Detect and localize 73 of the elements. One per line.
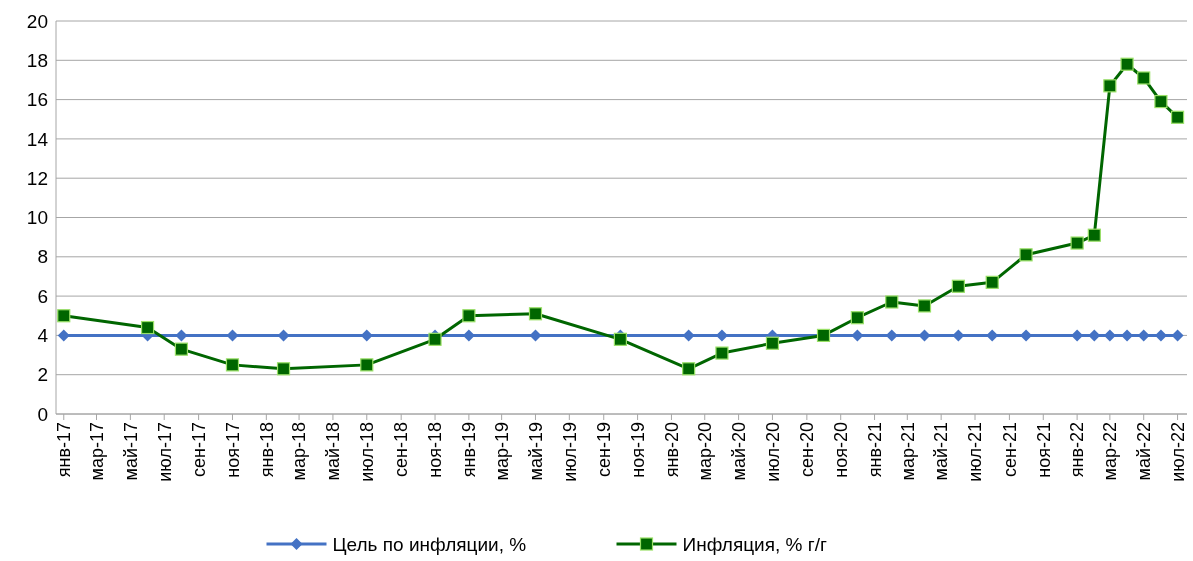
x-tick-label: июл-17 — [154, 422, 175, 482]
point — [613, 332, 627, 346]
y-tick-label: 0 — [37, 403, 48, 425]
point — [1087, 228, 1101, 242]
x-tick-label: ноя-19 — [627, 422, 648, 478]
y-tick-label: 6 — [37, 285, 48, 307]
x-tick-label: мар-20 — [695, 422, 716, 481]
x-tick-label: май-20 — [728, 422, 749, 481]
y-tick-label: 14 — [26, 128, 49, 150]
y-tick-label: 18 — [26, 49, 48, 71]
point — [225, 358, 240, 372]
x-tick-label: мар-17 — [86, 422, 107, 481]
point — [1019, 248, 1033, 262]
x-tick-label: ноя-17 — [222, 422, 243, 478]
point — [462, 309, 476, 323]
point — [765, 336, 780, 350]
x-tick-label: сен-18 — [391, 422, 412, 477]
point — [1154, 94, 1168, 109]
point — [1103, 79, 1117, 93]
point — [1070, 236, 1084, 250]
point — [715, 346, 729, 360]
point — [885, 295, 899, 309]
x-tick-label: янв-18 — [256, 422, 277, 478]
x-tick-label: сен-19 — [594, 422, 615, 477]
x-tick-label: мар-18 — [289, 422, 310, 481]
x-tick-label: мар-22 — [1100, 422, 1121, 481]
y-tick-label: 8 — [37, 246, 48, 268]
legend-label: Цель по инфляции, % — [332, 533, 527, 555]
x-tick-label: сен-21 — [999, 422, 1020, 477]
y-tick-label: 4 — [37, 325, 49, 347]
y-tick-label: 2 — [37, 364, 48, 386]
point — [174, 342, 189, 356]
x-tick-label: сен-20 — [797, 422, 818, 477]
x-tick-label: май-21 — [931, 422, 952, 481]
point — [428, 332, 442, 346]
point — [985, 275, 999, 289]
x-tick-label: ноя-18 — [425, 422, 446, 478]
point — [360, 358, 374, 372]
x-tick-label: янв-17 — [54, 422, 75, 478]
x-tick-label: май-18 — [323, 422, 344, 481]
x-tick-label: янв-21 — [864, 422, 885, 478]
y-tick-label: 20 — [26, 10, 48, 32]
point — [1120, 57, 1134, 71]
x-tick-label: май-19 — [525, 422, 546, 481]
point — [57, 309, 71, 323]
point — [140, 320, 155, 335]
x-tick-label: июл-22 — [1167, 422, 1188, 482]
x-tick-label: июл-18 — [357, 422, 378, 482]
y-tick-label: 10 — [26, 207, 48, 229]
x-tick-label: янв-19 — [459, 422, 480, 478]
x-tick-label: июл-20 — [762, 422, 783, 482]
point — [528, 307, 543, 321]
point — [951, 279, 965, 293]
x-tick-label: ноя-20 — [831, 422, 852, 478]
point — [682, 362, 696, 376]
x-tick-label: сен-17 — [188, 422, 209, 477]
x-tick-label: янв-20 — [661, 422, 682, 478]
y-tick-label: 12 — [26, 167, 48, 189]
x-tick-label: июл-21 — [965, 422, 986, 482]
x-tick-label: июл-19 — [559, 422, 580, 482]
x-tick-label: мар-19 — [491, 422, 512, 481]
x-tick-label: мар-21 — [897, 422, 918, 481]
point — [850, 311, 864, 325]
point — [1170, 110, 1185, 124]
x-tick-label: май-17 — [120, 422, 141, 481]
x-tick-label: май-22 — [1134, 422, 1155, 481]
point — [917, 299, 932, 313]
x-tick-label: ноя-21 — [1033, 422, 1054, 478]
point — [1137, 71, 1151, 85]
point — [276, 362, 291, 376]
y-tick-label: 16 — [26, 89, 48, 111]
x-tick-label: янв-22 — [1067, 422, 1088, 478]
legend-label: Инфляция, % г/г — [682, 533, 827, 555]
